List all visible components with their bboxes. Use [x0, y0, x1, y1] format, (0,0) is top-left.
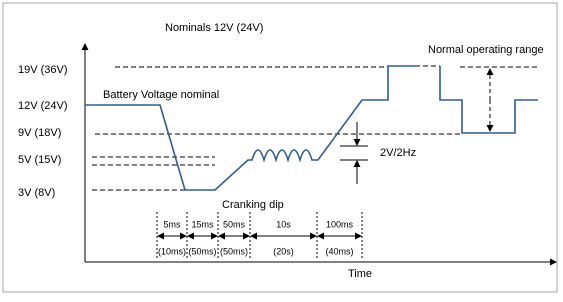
segment-alt-duration: (40ms)	[325, 246, 353, 256]
x-axis-label: Time	[348, 268, 372, 280]
annotation: Battery Voltage nominal	[103, 89, 219, 101]
segment-alt-duration: (20s)	[273, 246, 294, 256]
segment-duration: 50ms	[223, 219, 246, 229]
annotation: Cranking dip	[222, 199, 284, 211]
reference-lines	[92, 65, 540, 191]
segment-alt-duration: (50ms)	[220, 246, 248, 256]
annotation: Normal operating range	[428, 44, 544, 56]
y-label: 3V (8V)	[18, 187, 55, 199]
ripple-marker	[340, 122, 368, 184]
segment-alt-duration: (50ms)	[188, 246, 216, 256]
annotation: 2V/2Hz	[380, 147, 416, 159]
segment-alt-duration: (10ms)	[158, 246, 186, 256]
time-segments: 5ms (10ms) 15ms (50ms) 50ms (50ms) 10s (20s) 100…	[156, 212, 363, 258]
frame	[2, 2, 558, 293]
segment-duration: 100ms	[326, 219, 354, 229]
title: Nominals 12V (24V)	[165, 22, 263, 34]
y-label: 5V (15V)	[18, 154, 61, 166]
y-label: 19V (36V)	[18, 64, 68, 76]
y-label: 9V (18V)	[18, 127, 61, 139]
segment-duration: 10s	[276, 219, 291, 229]
waveform	[85, 65, 538, 191]
segment-duration: 15ms	[191, 219, 214, 229]
y-label: 12V (24V)	[18, 100, 68, 112]
segment-duration: 5ms	[163, 219, 181, 229]
